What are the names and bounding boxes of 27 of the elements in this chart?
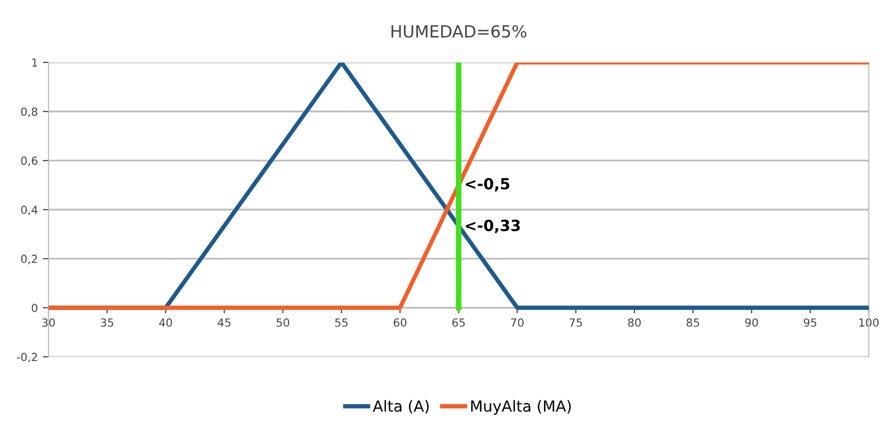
x-tick-label: 60 [394, 318, 406, 327]
x-tick-label: 30 [42, 318, 55, 327]
x-tick-label: 95 [804, 318, 816, 327]
x-tick-label: 85 [686, 318, 700, 327]
legend-label: Alta (A) [372, 400, 429, 414]
chart-title: HUMEDAD=65% [392, 25, 526, 38]
y-tick-label: 0,4 [21, 206, 38, 216]
x-tick-label: 100 [859, 318, 879, 327]
x-tick-label: 35 [100, 318, 114, 327]
x-tick-label: 75 [570, 318, 582, 327]
y-tick-label: -0,2 [16, 352, 37, 362]
x-tick-label: 90 [745, 318, 758, 327]
x-tick-label: 50 [276, 318, 290, 327]
x-tick-label: 80 [628, 318, 641, 327]
y-tick-label: 0,6 [21, 156, 38, 166]
y-tick-label: 0 [32, 304, 38, 312]
x-tick-label: 70 [511, 318, 524, 327]
legend-label: MuyAlta (MA) [471, 400, 571, 415]
x-tick-label: 65 [452, 318, 465, 327]
y-tick-label: 0,2 [21, 254, 37, 264]
x-tick-label: 40 [159, 318, 172, 327]
x-tick-label: 55 [335, 318, 348, 327]
x-tick-label: 45 [218, 318, 230, 327]
annotation: <-0,5 [466, 178, 510, 192]
annotation: <-0,33 [466, 220, 520, 234]
y-tick-label: 1 [32, 58, 38, 67]
y-tick-label: 0,8 [21, 107, 38, 118]
